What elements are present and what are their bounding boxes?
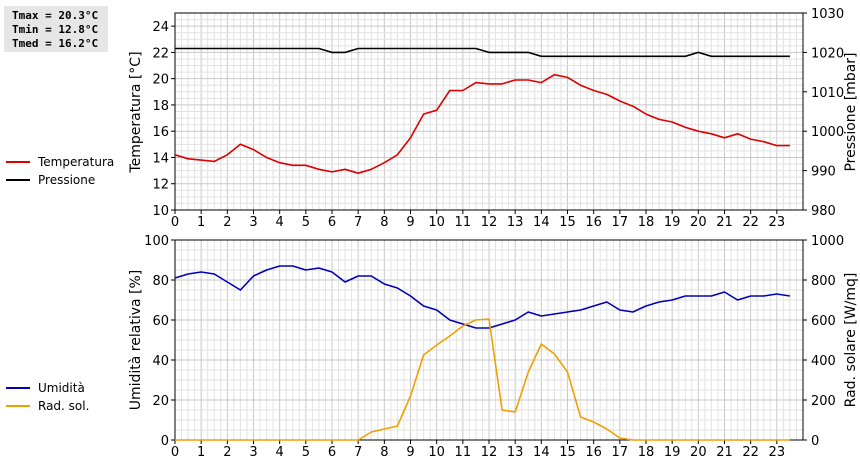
legend-label-1: Pressione	[38, 173, 95, 187]
x-tick-label: 6	[328, 215, 336, 230]
y2-tick-label: 980	[811, 204, 836, 219]
x-tick-label: 0	[171, 215, 179, 230]
x-tick-label: 13	[507, 215, 524, 230]
x-tick-label: 12	[481, 215, 498, 230]
tmin-stat: Tmin = 12.8°C	[12, 23, 99, 36]
x-tick-label: 9	[406, 445, 414, 460]
y2-tick-label: 200	[811, 394, 836, 409]
y-tick-label: 80	[152, 274, 169, 289]
x-tick-label: 3	[249, 215, 257, 230]
tmax-stat: Tmax = 20.3°C	[12, 9, 99, 22]
x-tick-label: 1	[197, 215, 205, 230]
y-tick-label: 18	[152, 99, 169, 114]
x-tick-label: 20	[690, 215, 707, 230]
legend-label-1: Rad. sol.	[38, 399, 89, 413]
x-tick-label: 21	[716, 215, 733, 230]
x-tick-label: 5	[302, 215, 310, 230]
y-axis-label: Temperatura [°C]	[128, 51, 144, 173]
x-tick-label: 11	[455, 215, 472, 230]
y2-tick-label: 800	[811, 274, 836, 289]
legend-label-0: Temperatura	[37, 155, 114, 169]
x-tick-label: 12	[481, 445, 498, 460]
x-tick-label: 8	[380, 215, 388, 230]
x-tick-label: 7	[354, 445, 362, 460]
x-tick-label: 17	[612, 445, 629, 460]
x-tick-label: 4	[276, 445, 284, 460]
y-tick-label: 14	[152, 151, 169, 166]
y2-tick-label: 1000	[811, 234, 844, 249]
humidity-radiation-chart: 0 1 2 3 4 5 6 7 8 9 10 11 12 13 14 15 16 17 18 19 20 21 22 2302…	[6, 234, 859, 460]
y2-tick-label: 600	[811, 314, 836, 329]
y2-tick-label: 990	[811, 165, 836, 180]
y-tick-label: 40	[152, 354, 169, 369]
y2-tick-label: 1010	[811, 86, 844, 101]
x-tick-label: 4	[276, 215, 284, 230]
x-tick-label: 11	[455, 445, 472, 460]
y-tick-label: 20	[152, 394, 169, 409]
x-tick-label: 16	[585, 215, 602, 230]
x-tick-label: 20	[690, 445, 707, 460]
y2-tick-label: 400	[811, 354, 836, 369]
x-tick-label: 15	[559, 215, 576, 230]
x-tick-label: 9	[406, 215, 414, 230]
y2-tick-label: 0	[811, 434, 819, 449]
x-tick-label: 22	[742, 215, 759, 230]
x-tick-label: 10	[428, 445, 445, 460]
x-tick-label: 22	[742, 445, 759, 460]
x-tick-label: 19	[664, 215, 681, 230]
y2-tick-label: 1030	[811, 7, 844, 22]
x-tick-label: 6	[328, 445, 336, 460]
y2-axis-label: Pressione [mbar]	[843, 52, 859, 171]
x-tick-label: 23	[769, 215, 786, 230]
x-tick-label: 14	[533, 215, 550, 230]
x-tick-label: 7	[354, 215, 362, 230]
series-line-0	[174, 265, 791, 329]
x-tick-label: 23	[769, 445, 786, 460]
y-axis-label: Umidità relativa [%]	[128, 270, 144, 411]
x-tick-label: 1	[197, 445, 205, 460]
x-tick-label: 5	[302, 445, 310, 460]
x-tick-label: 14	[533, 445, 550, 460]
tmed-stat: Tmed = 16.2°C	[12, 37, 99, 50]
series-line-1	[175, 318, 790, 441]
y-tick-label: 12	[152, 178, 169, 193]
y-tick-label: 16	[152, 125, 169, 140]
x-tick-label: 3	[249, 445, 257, 460]
x-tick-label: 17	[612, 215, 629, 230]
x-tick-label: 15	[559, 445, 576, 460]
y-tick-label: 100	[144, 234, 169, 249]
x-tick-label: 8	[380, 445, 388, 460]
y-tick-label: 10	[152, 204, 169, 219]
stats-box: Tmax = 20.3°C Tmin = 12.8°C Tmed = 16.2°…	[4, 6, 108, 52]
x-tick-label: 18	[638, 215, 655, 230]
x-tick-label: 18	[638, 445, 655, 460]
y-tick-label: 0	[161, 434, 169, 449]
x-tick-label: 21	[716, 445, 733, 460]
y2-axis-label: Rad. solare [W/mq]	[843, 273, 859, 408]
x-tick-label: 16	[585, 445, 602, 460]
x-tick-label: 0	[171, 445, 179, 460]
series-line-1	[175, 47, 790, 58]
x-tick-label: 19	[664, 445, 681, 460]
y-tick-label: 20	[152, 73, 169, 88]
x-tick-label: 13	[507, 445, 524, 460]
y-tick-label: 60	[152, 314, 169, 329]
y-tick-label: 24	[152, 20, 169, 35]
y2-tick-label: 1020	[811, 46, 844, 61]
x-tick-label: 2	[223, 445, 231, 460]
x-tick-label: 10	[428, 215, 445, 230]
y2-tick-label: 1000	[811, 125, 844, 140]
series-line-0	[174, 73, 790, 174]
x-tick-label: 2	[223, 215, 231, 230]
temperature-pressure-chart: 0 1 2 3 4 5 6 7 8 9 10 11 12 13 14 15 16 17 18 19 20 21 22 2310…	[6, 7, 859, 230]
legend-label-0: Umidità	[38, 381, 85, 395]
y-tick-label: 22	[152, 46, 169, 61]
